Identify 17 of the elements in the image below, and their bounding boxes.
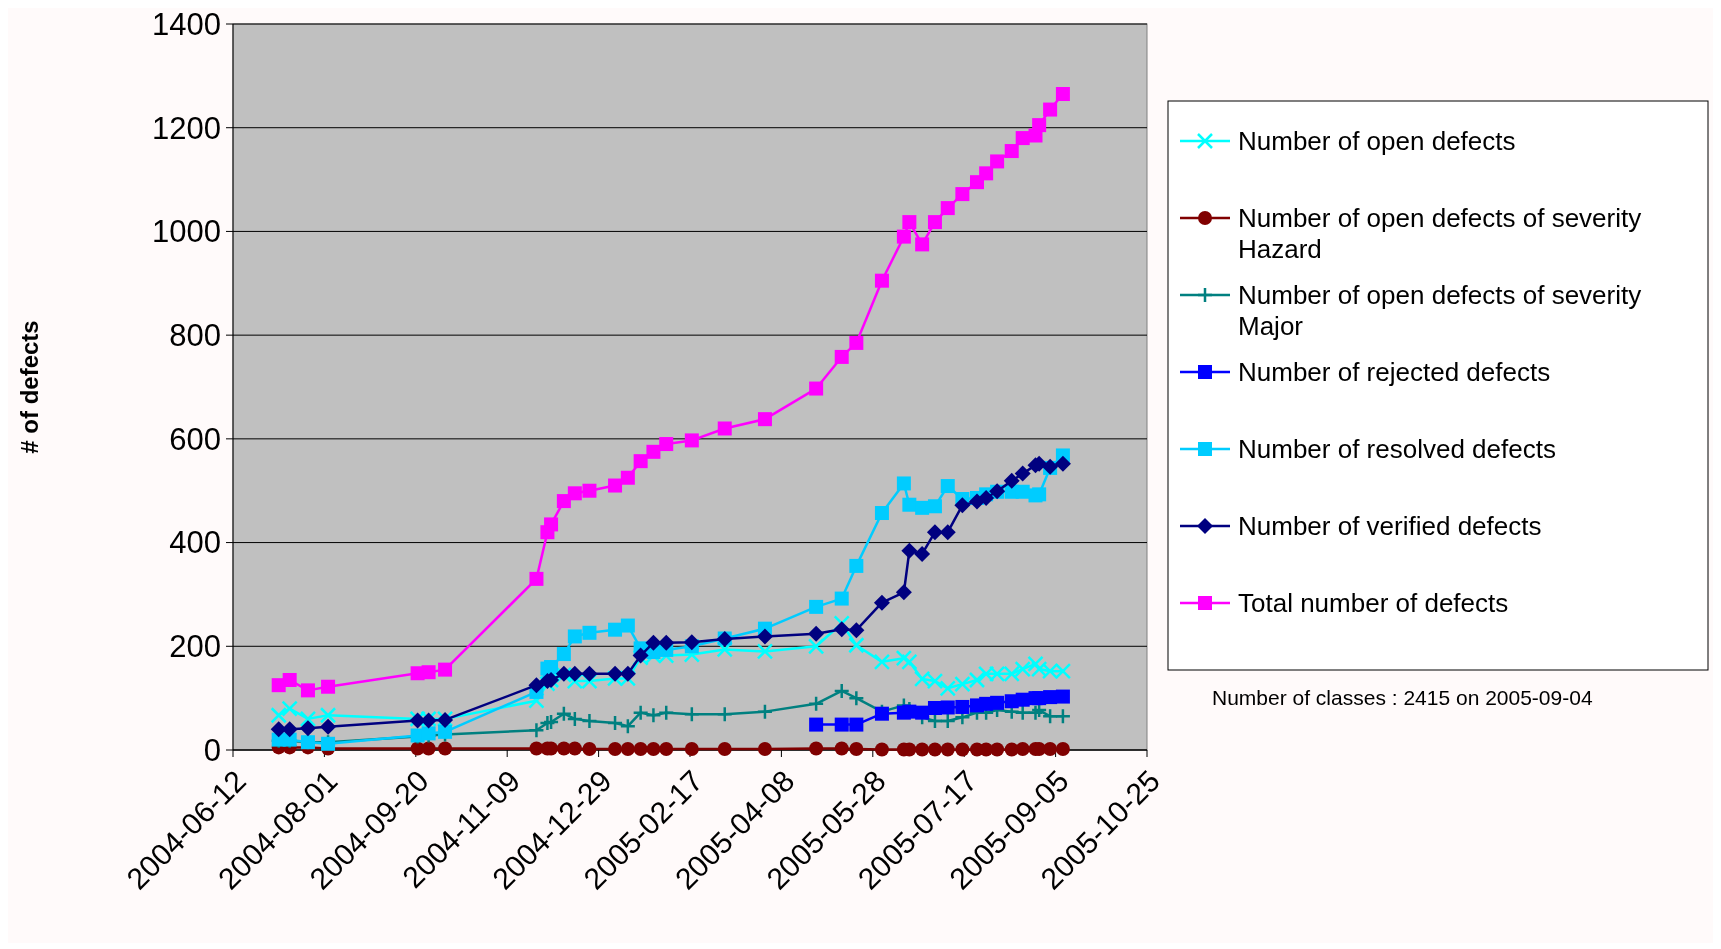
legend-label: Number of open defects of severity Major	[1238, 280, 1642, 342]
legend-label: Total number of defects	[1238, 588, 1509, 619]
legend-label: Number of verified defects	[1238, 511, 1542, 542]
text: Number of classes : 2415 on 2005-09-04	[1212, 686, 1593, 709]
legend-label: Number of resolved defects	[1238, 434, 1556, 465]
legend-label: Number of rejected defects	[1238, 357, 1551, 388]
y-tick-label: 1400	[152, 6, 221, 42]
y-tick-label: 0	[203, 732, 221, 768]
y-tick-label: 1000	[152, 214, 221, 250]
y-tick-label: 800	[169, 317, 221, 353]
y-tick-label: 400	[169, 525, 221, 561]
y-axis-title: # of defects	[16, 320, 43, 454]
legend-label: Number of open defects	[1238, 126, 1516, 157]
legend-label: Number of open defects of severity Hazard	[1238, 203, 1642, 265]
y-tick-label: 600	[169, 421, 221, 457]
y-tick-label: 200	[169, 629, 221, 665]
y-tick-label: 1200	[152, 110, 221, 146]
